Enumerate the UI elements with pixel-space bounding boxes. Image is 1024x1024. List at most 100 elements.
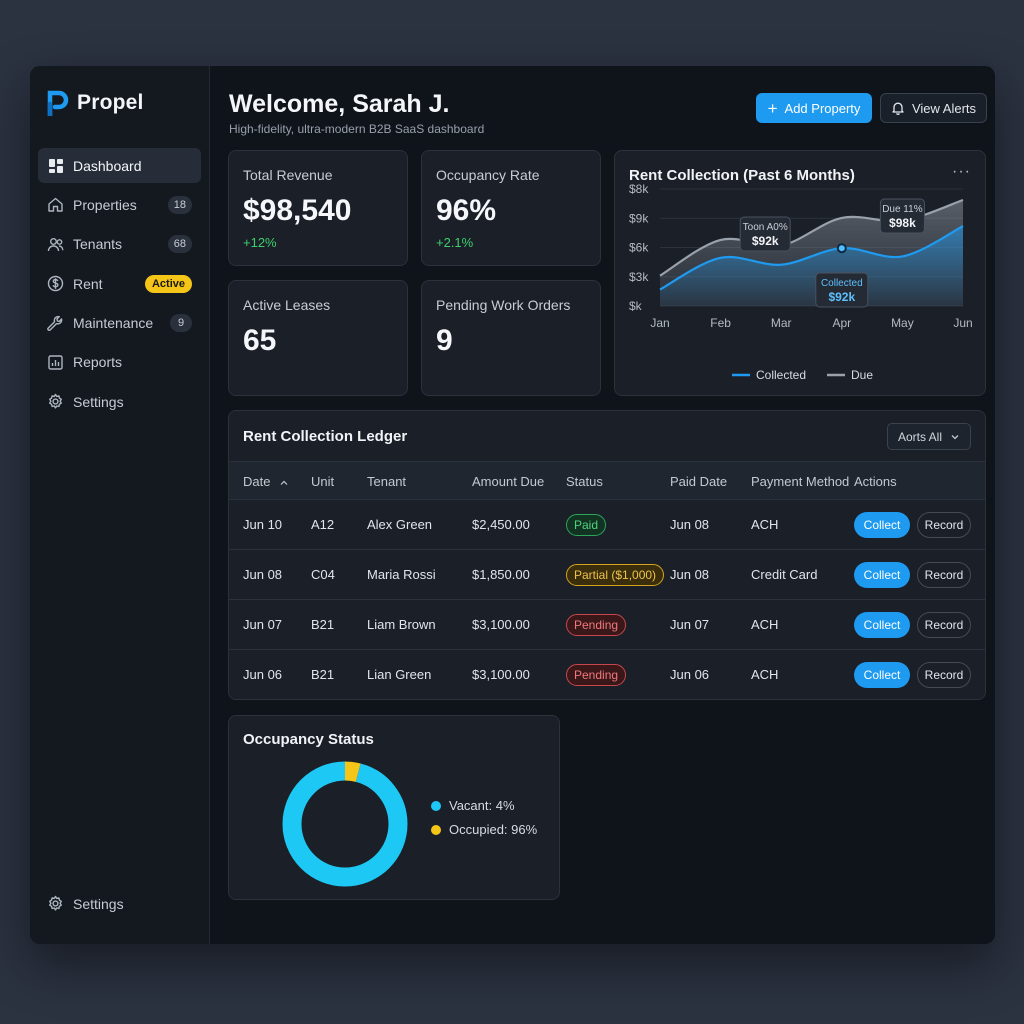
sidebar-item-maintenance[interactable]: Maintenance 9 — [38, 306, 201, 341]
table-row: Jun 08 C04 Maria Rossi $1,850.00 Partial… — [229, 550, 985, 600]
column-header-amount-due[interactable]: Amount Due — [472, 474, 545, 489]
stat-card-pending-work-orders: Pending Work Orders 9 — [421, 280, 601, 396]
status-badge: Paid — [566, 514, 607, 536]
x-tick-label: Jan — [650, 316, 669, 330]
users-icon — [47, 236, 64, 253]
cell-paid-date: Jun 07 — [670, 617, 710, 632]
cell-method: ACH — [751, 667, 779, 682]
properties-count-badge: 18 — [167, 195, 192, 214]
collect-button[interactable]: Collect — [854, 562, 910, 588]
column-header-status[interactable]: Status — [566, 474, 603, 489]
ledger-filter-dropdown[interactable]: Aorts All — [887, 423, 971, 450]
cell-unit: B21 — [311, 617, 335, 632]
cell-method: ACH — [751, 517, 779, 532]
rent-collection-chart-card: Rent Collection (Past 6 Months) ··· $8k $… — [614, 150, 986, 396]
chevron-down-icon — [951, 434, 959, 439]
cell-paid-date: Jun 08 — [670, 517, 710, 532]
brand[interactable]: Propel — [47, 90, 144, 116]
x-tick-label: Feb — [710, 316, 731, 330]
table-row: Jun 06 B21 Lian Green $3,100.00 Pending … — [229, 650, 985, 700]
sidebar-item-label: Rent — [73, 275, 103, 292]
occupancy-title: Occupancy Status — [243, 731, 374, 748]
stat-label: Active Leases — [243, 297, 331, 313]
page-subtitle: High-fidelity, ultra-modern B2B SaaS das… — [229, 122, 485, 136]
rent-collection-chart: $8k $9k $6k $3k $k Jan Feb Mar Apr May Jun Toon A0%… — [629, 182, 973, 382]
y-tick-label: $3k — [629, 270, 649, 284]
stat-value: $98,540 — [243, 194, 352, 227]
plus-icon: + — [767, 98, 778, 118]
legend-collected-label: Collected — [756, 368, 806, 382]
cell-date: Jun 07 — [243, 617, 283, 632]
sidebar-item-tenants[interactable]: Tenants 68 — [38, 227, 201, 262]
x-tick-label: Apr — [832, 316, 851, 330]
column-header-tenant[interactable]: Tenant — [367, 474, 407, 489]
donut-slice-occupied — [282, 761, 408, 887]
legend-vacant: Vacant: 4% — [431, 798, 515, 813]
tooltip-mar-box — [739, 216, 791, 252]
stat-delta: +12% — [243, 235, 277, 250]
cell-date: Jun 06 — [243, 667, 283, 682]
column-header-date[interactable]: Date — [243, 474, 289, 489]
x-tick-label: Jun — [953, 316, 972, 330]
tooltip-mar-value: $92k — [752, 234, 779, 248]
column-header-payment-method[interactable]: Payment Method — [751, 474, 850, 489]
sidebar-item-dashboard[interactable]: Dashboard — [38, 148, 201, 183]
legend-due-label: Due — [851, 368, 873, 382]
main-content: Welcome, Sarah J. High-fidelity, ultra-m… — [211, 66, 995, 944]
sidebar-item-reports[interactable]: Reports — [38, 345, 201, 380]
sidebar-item-settings[interactable]: Settings — [38, 384, 201, 419]
ledger-title: Rent Collection Ledger — [243, 428, 408, 445]
status-badge: Partial ($1,000) — [566, 564, 665, 586]
vacant-swatch — [431, 800, 441, 811]
add-property-button[interactable]: + Add Property — [756, 93, 872, 123]
x-tick-label: Mar — [771, 316, 792, 330]
app-window: Propel Dashboard Properties 18 Tena — [30, 66, 995, 944]
collect-button[interactable]: Collect — [854, 612, 910, 638]
collect-button[interactable]: Collect — [854, 662, 910, 688]
tenants-count-badge: 68 — [167, 235, 192, 254]
record-button[interactable]: Record — [917, 512, 971, 538]
stat-delta: +2.1% — [436, 235, 474, 250]
occupancy-status-card: Occupancy Status Vacant: 4% Occupied: 96… — [228, 715, 560, 900]
record-button[interactable]: Record — [917, 612, 971, 638]
tooltip-apr-value: $92k — [828, 290, 855, 304]
cell-amount: $1,850.00 — [472, 567, 530, 582]
propel-logo-icon — [47, 90, 69, 116]
gear-icon — [47, 895, 64, 912]
cell-method: ACH — [751, 617, 779, 632]
bell-icon — [892, 102, 904, 115]
tooltip-may-label: Due 11% — [882, 204, 923, 215]
collect-button[interactable]: Collect — [854, 512, 910, 538]
y-tick-label: $6k — [629, 241, 649, 255]
sidebar-nav: Dashboard Properties 18 Tenants 68 — [38, 148, 201, 424]
stat-card-active-leases: Active Leases 65 — [228, 280, 408, 396]
sidebar-item-rent[interactable]: Rent Active — [38, 266, 201, 301]
cell-date: Jun 08 — [243, 567, 283, 582]
view-alerts-label: View Alerts — [911, 100, 977, 116]
brand-name: Propel — [77, 91, 144, 114]
column-header-unit[interactable]: Unit — [311, 474, 335, 489]
sidebar-item-label: Dashboard — [73, 157, 142, 174]
stat-value: 65 — [243, 324, 277, 357]
cell-unit: B21 — [311, 667, 335, 682]
y-tick-label: $9k — [629, 211, 649, 225]
record-button[interactable]: Record — [917, 662, 971, 688]
view-alerts-button[interactable]: View Alerts — [880, 93, 987, 123]
cell-paid-date: Jun 08 — [670, 567, 710, 582]
status-badge: Pending — [566, 614, 627, 636]
occupied-swatch — [431, 824, 441, 835]
x-tick-label: May — [891, 316, 914, 330]
stat-value: 9 — [436, 324, 453, 357]
sidebar-item-label: Properties — [73, 196, 137, 213]
cell-method: Credit Card — [751, 567, 818, 582]
column-header-paid-date[interactable]: Paid Date — [670, 474, 728, 489]
record-button[interactable]: Record — [917, 562, 971, 588]
more-options-icon[interactable]: ··· — [952, 163, 971, 180]
page-title: Welcome, Sarah J. — [229, 90, 450, 118]
sidebar-bottom-settings[interactable]: Settings — [47, 895, 124, 912]
sidebar-item-properties[interactable]: Properties 18 — [38, 187, 201, 222]
cell-paid-date: Jun 06 — [670, 667, 710, 682]
stat-label: Pending Work Orders — [436, 297, 571, 313]
table-header: Date Unit Tenant Amount Due Status Paid … — [229, 461, 985, 500]
rent-ledger-card: Rent Collection Ledger Aorts All Date Un… — [228, 410, 986, 700]
